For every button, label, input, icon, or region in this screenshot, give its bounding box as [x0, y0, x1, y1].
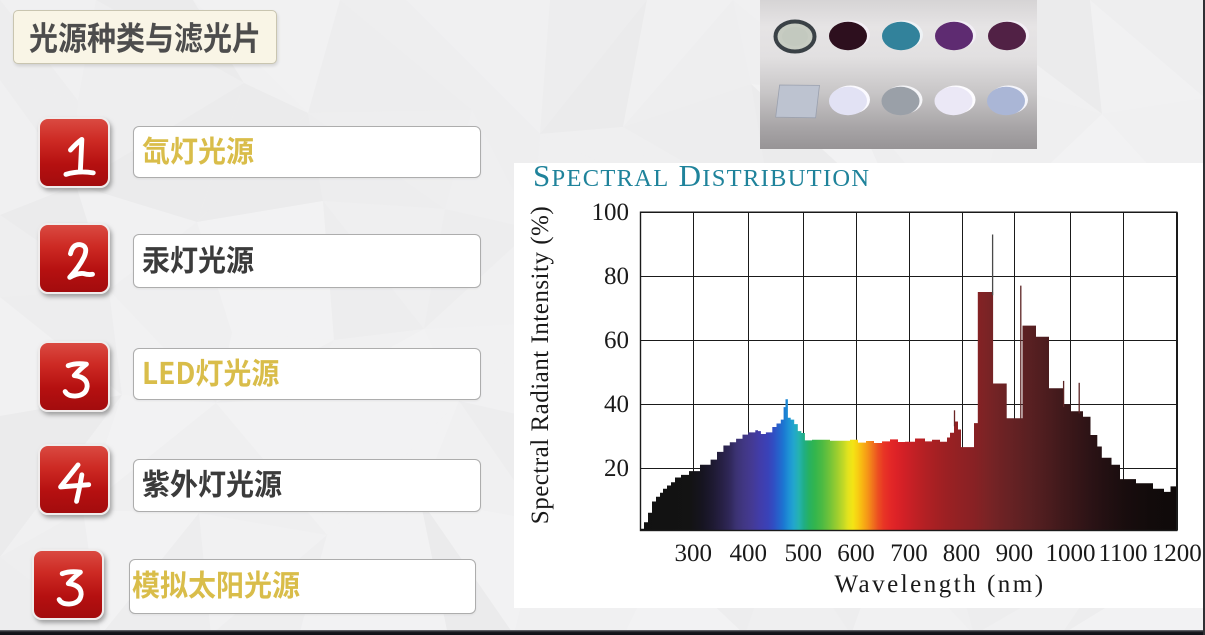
svg-text:40: 40 — [604, 391, 629, 418]
svg-text:Spectral Radiant Intensity (%): Spectral Radiant Intensity (%) — [527, 206, 554, 524]
svg-text:1100: 1100 — [1098, 540, 1147, 567]
svg-text:500: 500 — [784, 540, 822, 567]
svg-text:Wavelength (nm): Wavelength (nm) — [834, 571, 1045, 598]
svg-text:SPECTRAL DISTRIBUTION: SPECTRAL DISTRIBUTION — [533, 163, 870, 193]
svg-text:20: 20 — [604, 455, 629, 482]
svg-text:1200: 1200 — [1152, 540, 1202, 567]
svg-text:900: 900 — [996, 540, 1034, 567]
svg-text:700: 700 — [890, 540, 928, 567]
svg-text:100: 100 — [592, 199, 630, 226]
svg-text:600: 600 — [837, 540, 875, 567]
svg-text:80: 80 — [604, 263, 629, 290]
svg-text:300: 300 — [675, 540, 713, 567]
svg-text:800: 800 — [943, 540, 981, 567]
svg-text:400: 400 — [729, 540, 767, 567]
svg-text:1000: 1000 — [1046, 540, 1096, 567]
svg-text:60: 60 — [604, 327, 629, 354]
